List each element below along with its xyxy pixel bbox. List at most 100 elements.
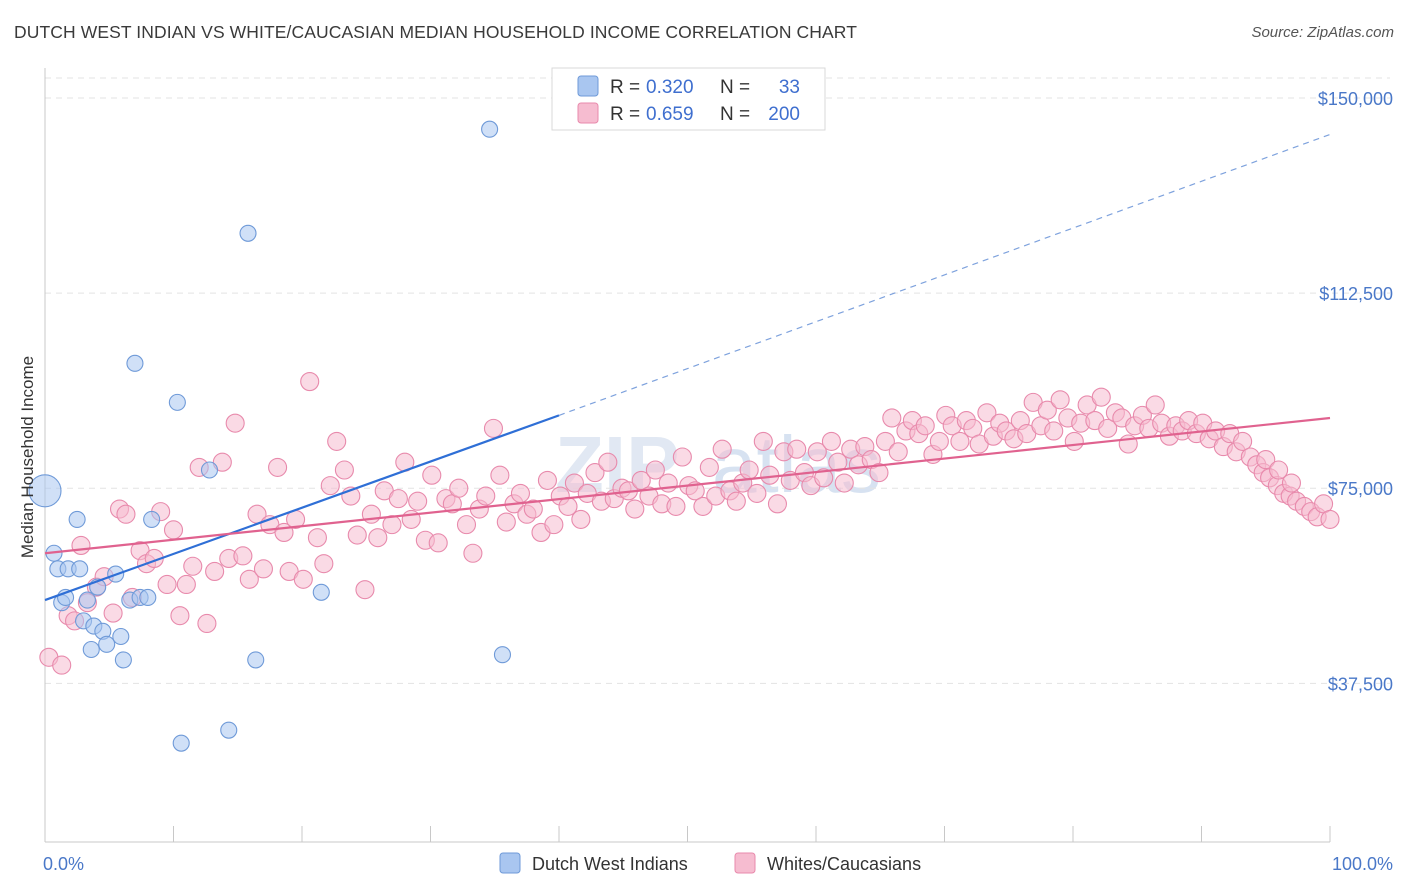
point-whites-caucasians — [672, 447, 692, 467]
point-whites-caucasians — [116, 504, 136, 524]
point-whites-caucasians — [293, 569, 313, 589]
point-whites-caucasians — [828, 452, 848, 472]
point-whites-caucasians — [544, 515, 564, 535]
point-whites-caucasians — [1037, 400, 1057, 420]
point-whites-caucasians — [233, 546, 253, 566]
point-whites-caucasians — [571, 509, 591, 529]
point-whites-caucasians — [869, 463, 889, 483]
y-tick-label: $112,500 — [1319, 284, 1393, 304]
point-whites-caucasians — [334, 460, 354, 480]
point-whites-caucasians — [875, 431, 895, 451]
point-dutch-west-indians — [112, 627, 130, 646]
x-tick-labels: 0.0% 100.0% — [43, 854, 1393, 874]
point-whites-caucasians — [929, 431, 949, 451]
point-whites-caucasians — [1233, 431, 1253, 451]
point-dutch-west-indians — [172, 734, 190, 752]
point-whites-caucasians — [176, 574, 196, 595]
point-dutch-west-indians — [71, 560, 89, 578]
point-whites-caucasians — [1091, 387, 1111, 407]
point-whites-caucasians — [807, 442, 827, 462]
point-whites-caucasians — [1098, 418, 1118, 438]
point-whites-caucasians — [950, 431, 970, 451]
point-whites-caucasians — [1145, 395, 1165, 415]
trend-extension-dutch-west-indians — [558, 133, 1331, 416]
point-whites-caucasians — [726, 491, 746, 511]
point-dutch-west-indians — [78, 591, 96, 609]
point-whites-caucasians — [368, 528, 388, 548]
trend-line-whites-caucasians — [44, 416, 1331, 555]
point-dutch-west-indians — [481, 120, 499, 138]
point-whites-caucasians — [739, 460, 759, 480]
point-whites-caucasians — [205, 561, 225, 582]
trend-lines — [44, 133, 1331, 602]
point-whites-caucasians — [428, 533, 448, 553]
point-dutch-west-indians — [28, 474, 62, 508]
y-axis-label: Median Household Income — [18, 356, 37, 558]
point-whites-caucasians — [666, 496, 686, 516]
y-tick-label: $150,000 — [1318, 89, 1393, 109]
legend-r-label: R = — [610, 77, 640, 98]
legend-top: R = 0.320 N = 33 R = 0.659 N = 200 — [551, 67, 826, 131]
point-whites-caucasians — [314, 554, 334, 574]
legend-n-label: N = — [720, 77, 750, 98]
point-dutch-west-indians — [168, 393, 186, 411]
point-whites-caucasians — [253, 559, 274, 579]
point-whites-caucasians — [320, 476, 340, 496]
point-dutch-west-indians — [312, 583, 330, 601]
point-whites-caucasians — [564, 473, 584, 493]
source-label: Source: ZipAtlas.com — [1251, 24, 1394, 41]
point-dutch-west-indians — [114, 651, 132, 669]
point-dutch-west-indians — [143, 510, 161, 528]
point-whites-caucasians — [537, 470, 557, 490]
point-whites-caucasians — [496, 512, 516, 532]
point-whites-caucasians — [1269, 460, 1289, 480]
y-tick-label: $75,000 — [1328, 479, 1393, 499]
point-whites-caucasians — [347, 525, 367, 545]
point-whites-caucasians — [239, 569, 259, 589]
point-whites-caucasians — [476, 486, 496, 506]
point-whites-caucasians — [1064, 431, 1084, 451]
point-whites-caucasians — [747, 483, 767, 503]
point-whites-caucasians — [915, 416, 935, 436]
point-whites-caucasians — [408, 491, 428, 511]
point-whites-caucasians — [197, 613, 217, 634]
legend-n-value: 33 — [779, 77, 800, 98]
point-whites-caucasians — [753, 431, 773, 451]
point-whites-caucasians — [1320, 509, 1340, 529]
legend-r-value: 0.320 — [646, 77, 694, 98]
point-whites-caucasians — [1256, 450, 1276, 470]
point-whites-caucasians — [1281, 473, 1301, 493]
x-tick-label: 100.0% — [1332, 854, 1393, 874]
point-whites-caucasians — [170, 606, 190, 626]
legend-swatch-pink — [577, 102, 599, 124]
trend-line-dutch-west-indians — [44, 414, 560, 602]
legend-bottom: Dutch West Indians Whites/Caucasians — [499, 852, 921, 874]
point-dutch-west-indians — [247, 651, 265, 669]
point-dutch-west-indians — [98, 635, 116, 653]
point-whites-caucasians — [268, 457, 288, 477]
point-whites-caucasians — [183, 556, 203, 576]
axes — [44, 68, 1331, 843]
point-whites-caucasians — [712, 439, 732, 459]
legend-swatch-whites-caucasians — [734, 852, 756, 874]
point-whites-caucasians — [888, 442, 908, 462]
legend-swatch-dutch-west-indians — [499, 852, 521, 874]
point-whites-caucasians — [523, 499, 543, 519]
point-whites-caucasians — [1044, 421, 1064, 441]
point-whites-caucasians — [355, 580, 375, 600]
legend-n-label: N = — [720, 104, 750, 125]
y-tick-labels: $150,000 $112,500 $75,000 $37,500 — [1318, 89, 1393, 694]
point-dutch-west-indians — [200, 461, 219, 479]
legend-swatch-blue — [577, 75, 599, 97]
point-whites-caucasians — [834, 473, 854, 493]
point-whites-caucasians — [977, 403, 997, 423]
point-whites-caucasians — [767, 494, 788, 514]
x-tick-label: 0.0% — [43, 854, 84, 874]
point-whites-caucasians — [300, 372, 320, 392]
legend-r-value: 0.659 — [646, 104, 694, 125]
point-whites-caucasians — [699, 457, 719, 477]
point-whites-caucasians — [449, 478, 469, 498]
point-whites-caucasians — [787, 439, 807, 459]
point-whites-caucasians — [821, 431, 841, 451]
